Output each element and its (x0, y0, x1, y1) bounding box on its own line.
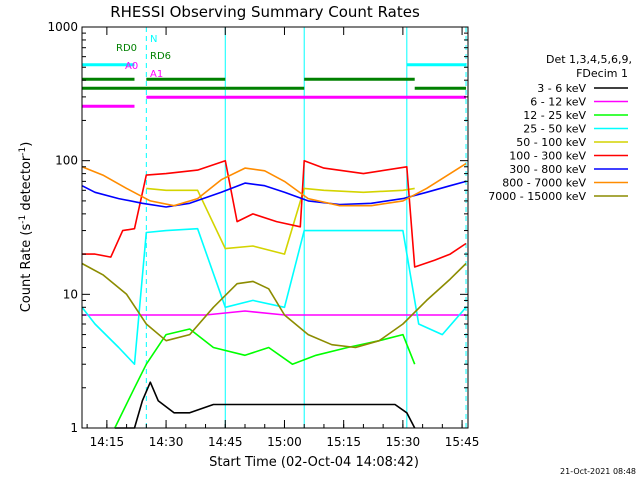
legend-label: 12 - 25 keV (523, 109, 586, 122)
legend-header-fdecim: FDecim 1 (576, 67, 628, 80)
flag-bars: N RD0 RD6 A0 A1 (82, 34, 467, 108)
flag-label-rd0: RD0 (116, 43, 137, 54)
legend-label: 50 - 100 keV (516, 136, 586, 149)
legend-label: 800 - 7000 keV (502, 177, 586, 190)
legend-label: 7000 - 15000 keV (488, 190, 586, 203)
x-tick-label: 14:30 (149, 435, 184, 449)
x-axis-label: Start Time (02-Oct-04 14:08:42) (209, 455, 419, 470)
generation-timestamp: 21-Oct-2021 08:48 (560, 467, 636, 476)
plot-frame (81, 26, 469, 429)
series-line-7000-15000-kev (81, 262, 467, 349)
legend-label: 300 - 800 keV (509, 163, 586, 176)
x-tick-label: 15:30 (386, 435, 421, 449)
axes: 14:15 14:30 14:45 15:00 15:15 15:30 15:45 1 10 10… (47, 20, 479, 449)
x-tick-label: 14:45 (208, 435, 243, 449)
series-line-25-50-kev (81, 227, 467, 366)
legend-header-detectors: Det 1,3,4,5,6,9, (546, 53, 632, 66)
x-tick-label: 15:45 (445, 435, 480, 449)
series-line-50-100-kev (146, 187, 415, 255)
legend-label: 100 - 300 keV (509, 150, 586, 163)
flag-label-a1: A1 (150, 69, 163, 80)
series-line-800-7000-kev (81, 162, 467, 207)
legend-label: 3 - 6 keV (537, 82, 586, 95)
x-tick-label: 15:00 (267, 435, 302, 449)
legend-label: 25 - 50 keV (523, 123, 586, 136)
y-tick-label: 1 (70, 421, 78, 435)
x-tick-label: 15:15 (326, 435, 361, 449)
series-line-100-300-kev (82, 159, 467, 268)
y-tick-label: 10 (63, 287, 78, 301)
series-line-6-12-kev (82, 310, 466, 316)
y-axis-label: Count Rate (s-1 detector-1) (18, 142, 34, 313)
y-tick-label: 100 (55, 154, 78, 168)
x-tick-label: 14:15 (90, 435, 125, 449)
series-line-3-6-kev (114, 381, 416, 429)
flag-label-rd6: RD6 (150, 51, 171, 62)
flag-label-n: N (150, 34, 157, 45)
series-layer (81, 159, 467, 429)
flag-label-a0: A0 (125, 61, 138, 72)
legend-label: 6 - 12 keV (530, 96, 586, 109)
chart-title: RHESSI Observing Summary Count Rates (110, 3, 420, 21)
y-tick-label: 1000 (47, 20, 78, 34)
